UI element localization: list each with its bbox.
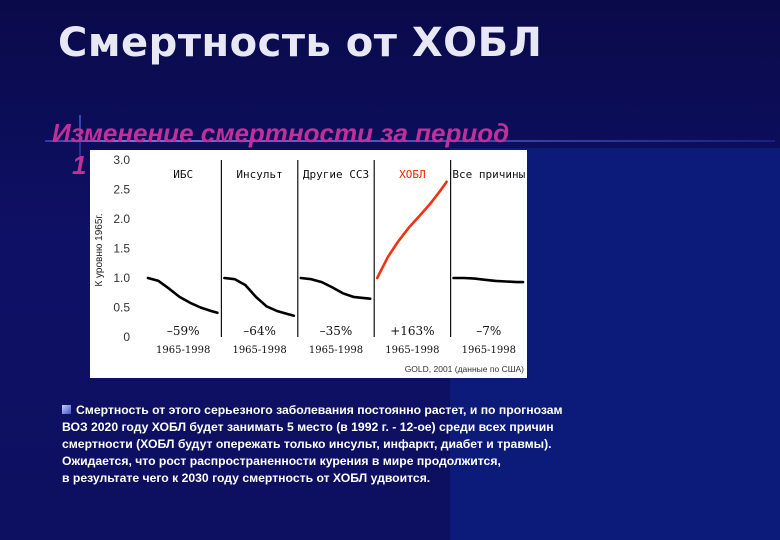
slide-subtitle: Изменение смертности за период xyxy=(52,118,510,148)
y-tick-label: 2.5 xyxy=(113,183,130,197)
decorative-vertical-line xyxy=(79,115,81,175)
series-line xyxy=(299,276,372,300)
y-tick-label: 1.0 xyxy=(113,271,130,285)
caption-line-text: Смертность от этого серьезного заболеван… xyxy=(76,403,563,417)
change-data-label: –7% xyxy=(476,324,501,338)
mortality-chart-svg: К уровню 1965г. 3.0 2.5 2.0 1.5 1.0 0.5 0 ИБС –59… xyxy=(94,153,526,374)
x-period-label: 1965-1998 xyxy=(156,345,210,356)
series-line xyxy=(375,180,448,280)
series-line xyxy=(452,276,525,284)
decorative-horizontal-line xyxy=(45,140,775,142)
caption-line: в результате чего к 2030 году смертность… xyxy=(62,471,431,485)
x-period-label: 1965-1998 xyxy=(309,345,363,356)
series-line xyxy=(146,276,219,315)
panel-name-label: Другие ССЗ xyxy=(303,168,369,181)
square-bullet-icon xyxy=(62,405,71,414)
caption-line: ВОЗ 2020 году ХОБЛ будет занимать 5 мест… xyxy=(62,420,554,434)
panel-name-label: ИБС xyxy=(173,168,193,181)
y-tick-label: 1.5 xyxy=(113,242,130,256)
change-data-label: –59% xyxy=(167,324,200,338)
panel-name-label: Все причины xyxy=(452,168,525,181)
change-data-label: –35% xyxy=(320,324,353,338)
series-line xyxy=(223,276,296,318)
change-data-label: –64% xyxy=(243,324,276,338)
x-period-label: 1965-1998 xyxy=(232,345,286,356)
slide-subtitle-overflow: 1 xyxy=(72,150,87,180)
slide-title: Смертность от ХОБЛ xyxy=(58,20,543,66)
x-period-label: 1965-1998 xyxy=(462,345,516,356)
panel-name-label: Инсульт xyxy=(236,168,282,181)
caption-line: Смертность от этого серьезного заболеван… xyxy=(62,402,662,419)
y-axis-label: К уровню 1965г. xyxy=(94,213,105,286)
change-data-label: +163% xyxy=(390,324,434,338)
caption-text: Смертность от этого серьезного заболеван… xyxy=(62,402,662,487)
y-tick-label: 0.5 xyxy=(113,301,130,315)
panel-name-label: ХОБЛ xyxy=(399,168,426,181)
y-tick-label: 0 xyxy=(123,330,130,344)
caption-line: смертности (ХОБЛ будут опережать только … xyxy=(62,437,552,451)
caption-line: Ожидается, что рост распространенности к… xyxy=(62,454,501,468)
mortality-chart: К уровню 1965г. 3.0 2.5 2.0 1.5 1.0 0.5 0 ИБС –59… xyxy=(90,150,527,378)
y-tick-label: 2.0 xyxy=(113,212,130,226)
source-note: GOLD, 2001 (данные по США) xyxy=(405,364,524,374)
y-tick-label: 3.0 xyxy=(113,153,130,167)
x-period-label: 1965-1998 xyxy=(385,345,439,356)
